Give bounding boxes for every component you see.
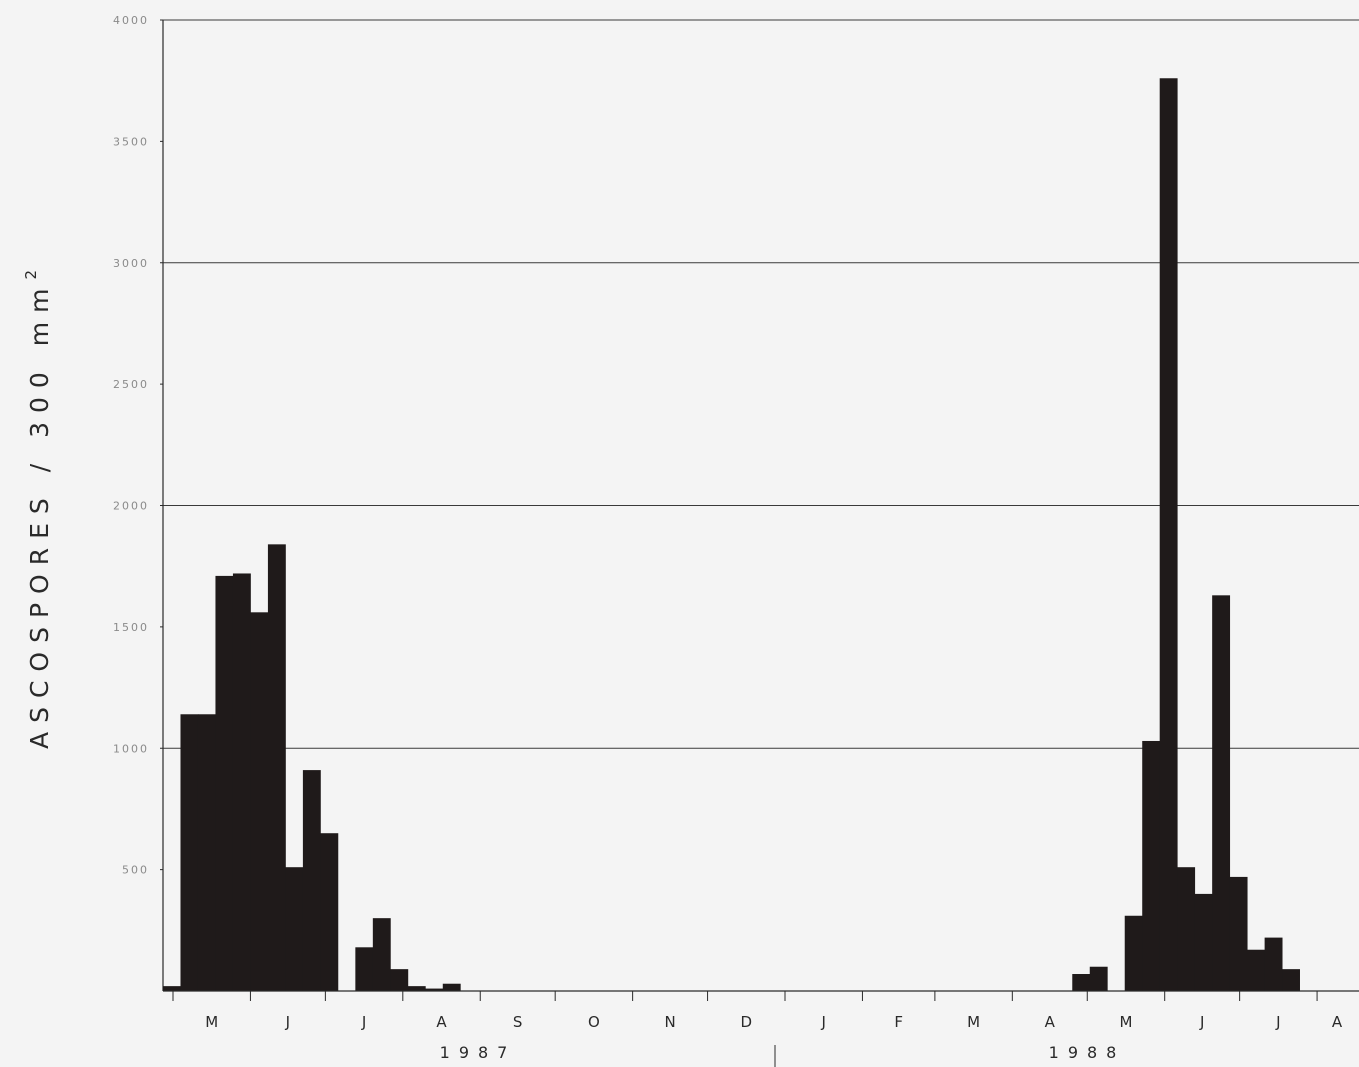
- month-label: S: [513, 1013, 523, 1031]
- bar-1987-08-17: [442, 983, 461, 991]
- bar-1988-06-20: [1212, 595, 1231, 991]
- y-tick-label-1500: 1500: [113, 621, 149, 634]
- bar-1988-07-11: [1264, 937, 1283, 991]
- bar-1987-05-18: [215, 575, 234, 991]
- month-label: M: [1120, 1013, 1133, 1031]
- bar-1987-07-20: [372, 918, 391, 991]
- month-label: N: [664, 1013, 675, 1031]
- bar-1987-05-04: [180, 714, 199, 991]
- gridlines: [163, 19, 1359, 749]
- month-label: M: [967, 1013, 980, 1031]
- month-label: F: [894, 1013, 903, 1031]
- y-axis-label-superscript: 2: [22, 261, 40, 280]
- month-label: D: [741, 1013, 753, 1031]
- y-tick-label-3000: 3000: [113, 257, 149, 270]
- bar-1988-05-02: [1089, 966, 1108, 991]
- y-axis-label: ASCOSPORES / 300 mm2: [22, 261, 54, 749]
- y-tick-label-1000: 1000: [113, 742, 149, 755]
- bar-1987-07-13: [355, 947, 374, 991]
- month-label: J: [361, 1013, 366, 1031]
- bar-1988-05-23: [1142, 740, 1161, 991]
- year-label-1987: 1987: [440, 1043, 517, 1062]
- month-label: M: [205, 1013, 218, 1031]
- y-tick-label-2000: 2000: [113, 500, 149, 513]
- bar-1988-04-25: [1072, 974, 1091, 991]
- y-tick-label-3500: 3500: [113, 135, 149, 148]
- y-ticks: 500 1000 1500 2000 2500 3000 3500 4000: [113, 14, 163, 877]
- month-label: J: [1275, 1013, 1280, 1031]
- y-tick-label-500: 500: [122, 864, 149, 877]
- bar-1987-05-11: [197, 714, 216, 991]
- bar-1988-07-04: [1247, 949, 1266, 991]
- bar-1987-07-27: [390, 969, 409, 991]
- bars: [163, 78, 1300, 991]
- bar-1988-07-18: [1282, 969, 1300, 991]
- bar-1987-06-29: [320, 833, 339, 991]
- bar-1987-06-08: [267, 544, 286, 991]
- year-label-1988: 1988: [1049, 1043, 1126, 1062]
- bar-1988-05-30: [1159, 78, 1178, 991]
- month-label: A: [1332, 1013, 1343, 1031]
- bar-1987-04-27: [163, 986, 181, 991]
- month-label: J: [1199, 1013, 1204, 1031]
- bar-1988-06-13: [1194, 893, 1213, 991]
- month-label: O: [588, 1013, 600, 1031]
- x-ticks: [172, 991, 1318, 1001]
- bar-1987-06-22: [302, 770, 321, 991]
- bar-1987-08-03: [407, 986, 426, 991]
- y-tick-label-2500: 2500: [113, 378, 149, 391]
- bar-1987-05-25: [232, 573, 251, 991]
- bar-1987-06-15: [285, 867, 304, 991]
- month-label: J: [820, 1013, 825, 1031]
- bar-1987-06-01: [250, 612, 269, 991]
- bar-1988-06-06: [1177, 867, 1196, 991]
- month-label: A: [1045, 1013, 1056, 1031]
- bar-1988-05-16: [1124, 915, 1143, 991]
- bar-1988-06-27: [1229, 876, 1248, 991]
- y-tick-label-4000: 4000: [113, 14, 149, 27]
- y-axis-label-text: ASCOSPORES / 300 mm: [25, 280, 54, 749]
- month-label: A: [436, 1013, 447, 1031]
- bar-1987-08-10: [425, 988, 444, 991]
- month-label: J: [285, 1013, 290, 1031]
